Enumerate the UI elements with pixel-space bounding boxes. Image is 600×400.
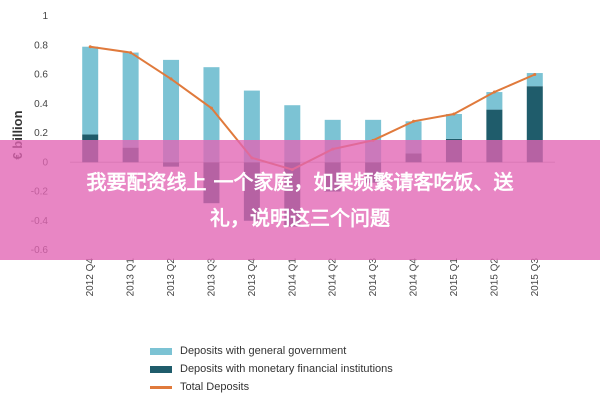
x-tick-label: 2014 Q1 [287,258,298,297]
x-tick-label: 2015 Q1 [449,258,460,297]
legend-label-mfi: Deposits with monetary financial institu… [180,363,393,375]
point-total-deposits [129,51,133,55]
bar-general-government [82,46,99,135]
point-total-deposits [169,77,173,81]
x-tick-label: 2013 Q3 [206,258,217,297]
legend-swatch-mfi [150,365,172,373]
x-tick-label: 2013 Q2 [166,258,177,297]
bar-general-government [122,52,139,148]
legend-swatch-general-government [150,347,172,355]
point-total-deposits [452,112,456,116]
point-total-deposits [412,119,416,123]
bar-general-government [163,59,180,163]
x-tick-label: 2013 Q4 [247,258,258,297]
y-tick-label: 0.6 [34,70,48,81]
y-tick-label: 0.2 [34,128,48,139]
overlay-banner[interactable]: 我要配资线上 一个家庭，如果频繁请客吃饭、送 礼，说明这三个问题 [0,140,600,260]
banner-line-2: 礼，说明这三个问题 [210,206,390,230]
x-tick-label: 2015 Q3 [530,258,541,297]
chart-legend: Deposits with general government Deposit… [150,342,393,396]
x-tick-label: 2014 Q2 [328,258,339,297]
x-tick-label: 2014 Q3 [368,258,379,297]
legend-swatch-total [150,385,172,389]
x-tick-label: 2013 Q1 [126,258,137,297]
y-tick-label: 1 [42,11,48,22]
banner-line-1: 我要配资线上 一个家庭，如果频繁请客吃饭、送 [86,170,514,194]
x-tick-label: 2015 Q2 [489,258,500,297]
point-total-deposits [209,106,213,110]
point-total-deposits [533,73,537,76]
x-tick-label: 2012 Q4 [85,258,96,297]
legend-item-general-government: Deposits with general government [150,342,393,360]
legend-item-total: Total Deposits [150,378,393,396]
bar-general-government [203,67,220,163]
point-total-deposits [88,45,92,49]
y-tick-label: 0.4 [34,99,48,110]
legend-label-total: Total Deposits [180,381,250,393]
banner-text: 我要配资线上 一个家庭，如果频繁请客吃饭、送 礼，说明这三个问题 [87,164,514,236]
legend-item-mfi: Deposits with monetary financial institu… [150,360,393,378]
point-total-deposits [492,90,496,94]
bar-general-government [486,92,503,110]
legend-label-general-government: Deposits with general government [180,345,347,357]
x-tick-label: 2014 Q4 [409,258,420,297]
bar-general-government [445,113,462,139]
y-tick-label: 0.8 [34,40,48,51]
